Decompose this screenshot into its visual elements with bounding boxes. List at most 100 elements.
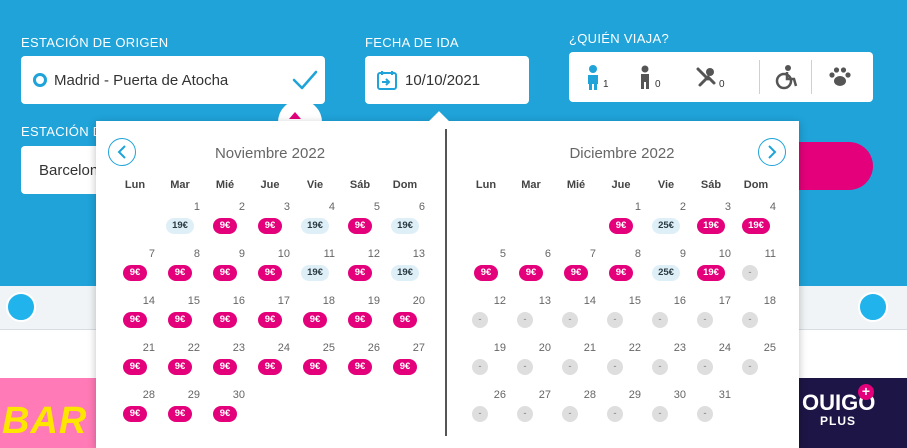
day-number: 15 <box>187 295 200 307</box>
day-price-badge[interactable]: 9€ <box>258 312 282 328</box>
day-price-badge[interactable]: 9€ <box>303 359 327 375</box>
prev-month-button[interactable] <box>108 138 136 166</box>
promo-card-ouigo-plus[interactable]: OUIGO + PLUS <box>798 378 907 448</box>
day-number: 4 <box>769 201 776 213</box>
day-number: 4 <box>328 201 335 213</box>
day-number: 10 <box>277 248 290 260</box>
day-price-badge[interactable]: 9€ <box>213 359 237 375</box>
weekday-header: Lun <box>475 179 497 191</box>
day-price-badge[interactable]: 9€ <box>348 218 372 234</box>
adult-selector[interactable]: 1 <box>585 52 609 102</box>
day-number: 6 <box>544 248 551 260</box>
weekday-header: Vie <box>657 179 675 191</box>
day-price-badge[interactable]: 9€ <box>348 265 372 281</box>
day-price-badge[interactable]: 9€ <box>213 265 237 281</box>
day-price-badge[interactable]: 25€ <box>652 265 680 281</box>
day-number: 3 <box>283 201 290 213</box>
chevron-left-icon <box>117 145 126 159</box>
day-number: 7 <box>148 248 155 260</box>
day-number: 21 <box>142 342 155 354</box>
day-number: 13 <box>538 295 551 307</box>
child-selector[interactable]: 0 <box>637 52 661 102</box>
day-price-badge: - <box>517 406 533 422</box>
day-price-badge[interactable]: 9€ <box>303 312 327 328</box>
wheelchair-toggle[interactable] <box>773 52 799 102</box>
infant-selector[interactable]: 0 <box>695 52 725 102</box>
day-price-badge[interactable]: 19€ <box>742 218 770 234</box>
day-price-badge[interactable]: 9€ <box>393 312 417 328</box>
weekday-header: Sáb <box>349 179 371 191</box>
child-count: 0 <box>655 78 661 90</box>
day-price-badge[interactable]: 9€ <box>564 265 588 281</box>
pet-toggle[interactable] <box>827 52 853 102</box>
day-price-badge[interactable]: 9€ <box>123 406 147 422</box>
passengers-label: ¿QUIÉN VIAJA? <box>569 31 669 46</box>
day-price-badge[interactable]: 25€ <box>652 218 680 234</box>
day-price-badge[interactable]: 19€ <box>166 218 194 234</box>
day-number: 26 <box>493 389 506 401</box>
weekday-header: Mar <box>170 179 190 191</box>
day-number: 23 <box>232 342 245 354</box>
passengers-field[interactable]: 1 0 0 <box>569 52 873 102</box>
day-price-badge[interactable]: 9€ <box>213 406 237 422</box>
day-number: 22 <box>628 342 641 354</box>
destination-field[interactable]: Barcelona <box>21 146 105 194</box>
day-number: 14 <box>583 295 596 307</box>
day-price-badge[interactable]: 19€ <box>301 265 329 281</box>
day-price-badge[interactable]: 19€ <box>697 265 725 281</box>
day-price-badge[interactable]: 9€ <box>258 359 282 375</box>
origin-field[interactable]: Madrid - Puerta de Atocha <box>21 56 325 104</box>
divider <box>811 60 812 94</box>
day-price-badge[interactable]: 9€ <box>168 406 192 422</box>
day-price-badge[interactable]: 19€ <box>301 218 329 234</box>
next-month-button[interactable] <box>758 138 786 166</box>
day-number: 29 <box>187 389 200 401</box>
day-price-badge[interactable]: 9€ <box>123 312 147 328</box>
day-price-badge[interactable]: 19€ <box>391 265 419 281</box>
weekday-header: Sáb <box>700 179 722 191</box>
day-price-badge[interactable]: 9€ <box>168 312 192 328</box>
day-price-badge[interactable]: 9€ <box>123 359 147 375</box>
day-price-badge[interactable]: 9€ <box>123 265 147 281</box>
day-number: 21 <box>583 342 596 354</box>
day-price-badge[interactable]: 9€ <box>213 218 237 234</box>
promo-bar-text: BAR <box>2 400 88 442</box>
day-number: 12 <box>367 248 380 260</box>
origin-label: ESTACIÓN DE ORIGEN <box>21 35 169 50</box>
day-price-badge[interactable]: 9€ <box>474 265 498 281</box>
day-price-badge: - <box>562 406 578 422</box>
day-number: 17 <box>718 295 731 307</box>
day-price-badge[interactable]: 9€ <box>519 265 543 281</box>
search-button[interactable] <box>786 142 873 190</box>
day-price-badge[interactable]: 9€ <box>609 265 633 281</box>
day-price-badge[interactable]: 9€ <box>609 218 633 234</box>
day-number: 19 <box>367 295 380 307</box>
day-price-badge[interactable]: 9€ <box>213 312 237 328</box>
day-number: 10 <box>718 248 731 260</box>
day-number: 26 <box>367 342 380 354</box>
day-price-badge[interactable]: 9€ <box>348 312 372 328</box>
day-price-badge[interactable]: 9€ <box>348 359 372 375</box>
origin-value: Madrid - Puerta de Atocha <box>54 71 229 89</box>
date-label: FECHA DE IDA <box>365 35 459 50</box>
day-price-badge[interactable]: 9€ <box>393 359 417 375</box>
day-number: 27 <box>538 389 551 401</box>
day-price-badge[interactable]: 9€ <box>258 265 282 281</box>
day-price-badge[interactable]: 19€ <box>391 218 419 234</box>
day-number: 2 <box>238 201 245 213</box>
promo-brand-sub: PLUS <box>820 414 857 428</box>
day-price-badge[interactable]: 9€ <box>168 265 192 281</box>
day-price-badge: - <box>697 359 713 375</box>
day-price-badge: - <box>562 312 578 328</box>
day-price-badge: - <box>697 312 713 328</box>
day-price-badge: - <box>472 406 488 422</box>
promo-card-bar[interactable]: BAR <box>0 378 96 448</box>
pet-paw-icon <box>829 67 851 86</box>
date-picker-calendar: Noviembre 2022 Diciembre 2022 Lun Mar Mié J… <box>96 111 799 448</box>
day-price-badge: - <box>607 312 623 328</box>
day-price-badge[interactable]: 19€ <box>697 218 725 234</box>
month-divider <box>445 129 447 436</box>
day-price-badge[interactable]: 9€ <box>168 359 192 375</box>
day-price-badge[interactable]: 9€ <box>258 218 282 234</box>
date-field[interactable]: 10/10/2021 <box>365 56 529 104</box>
